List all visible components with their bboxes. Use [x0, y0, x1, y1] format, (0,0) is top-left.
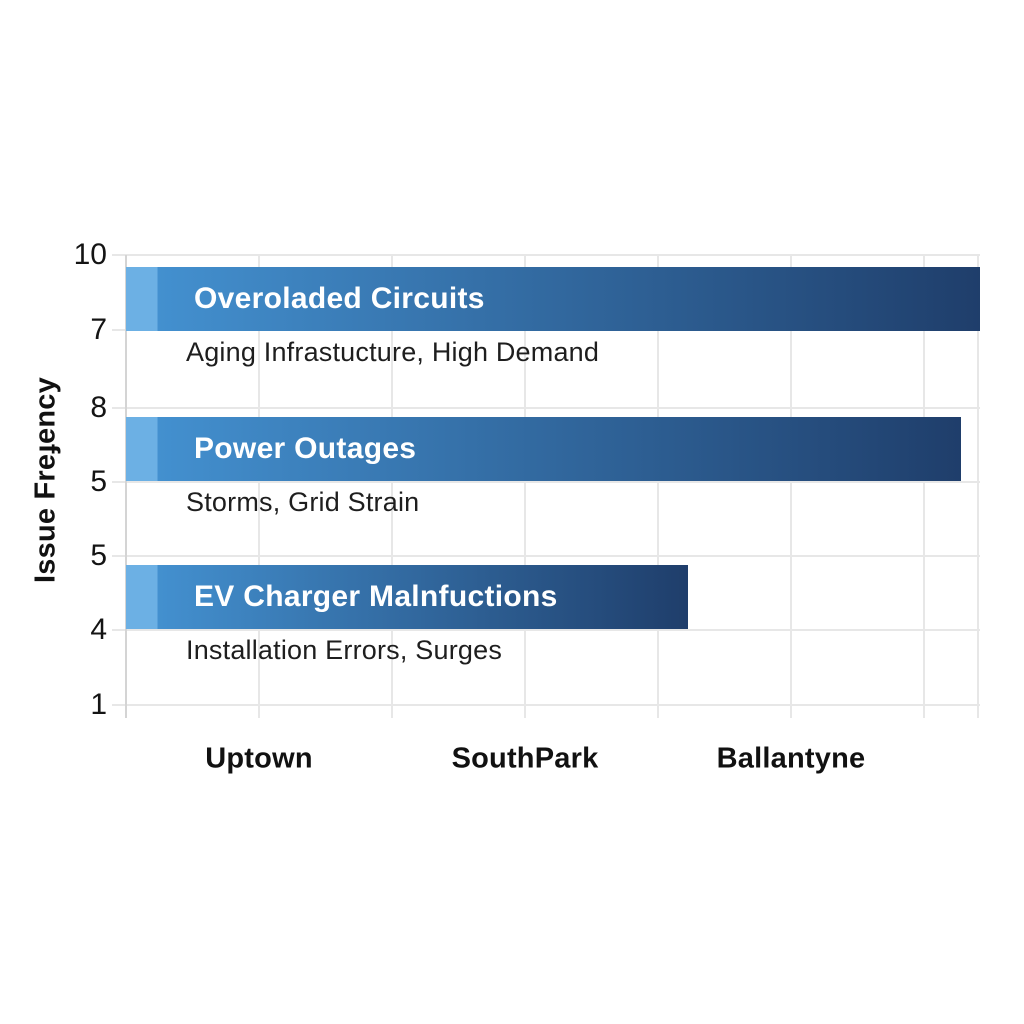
bar-subtitle: Installation Errors, Surges [186, 635, 503, 665]
h-gridline [112, 254, 980, 256]
h-gridline [112, 407, 980, 409]
h-gridline [112, 481, 980, 483]
v-gridline [657, 255, 659, 718]
y-tick-label: 10 [73, 238, 107, 271]
x-category-label: Ballantyne [716, 742, 866, 775]
x-category-label: Uptown [205, 742, 313, 775]
h-gridline [112, 629, 980, 631]
v-gridline [923, 255, 925, 718]
y-tick-label: 5 [90, 539, 107, 572]
h-gridline [112, 704, 980, 706]
bar: Power Outages [126, 417, 961, 481]
bar-title-label: EV Charger Malnfuctions [194, 580, 558, 613]
x-category-label: SouthPark [451, 742, 599, 775]
y-tick-label: 4 [90, 613, 107, 646]
v-gridline [977, 255, 979, 718]
y-axis-line [125, 255, 127, 718]
bar-title-label: Power Outages [194, 432, 417, 465]
y-tick-label: 5 [90, 465, 107, 498]
v-gridline [391, 255, 393, 718]
y-tick-label: 8 [90, 391, 107, 424]
bar-subtitle: Aging Infrastucture, High Demand [186, 337, 600, 367]
v-gridline [790, 255, 792, 718]
y-tick-label: 1 [90, 688, 107, 721]
bar-subtitle: Storms, Grid Strain [186, 487, 420, 517]
bar: Overoladed Circuits [126, 267, 980, 331]
y-tick-label: 7 [90, 313, 107, 346]
v-gridline [258, 255, 260, 718]
bar-title-label: Overoladed Circuits [194, 282, 485, 315]
h-gridline [112, 555, 980, 557]
bar: EV Charger Malnfuctions [126, 565, 688, 629]
v-gridline [524, 255, 526, 718]
